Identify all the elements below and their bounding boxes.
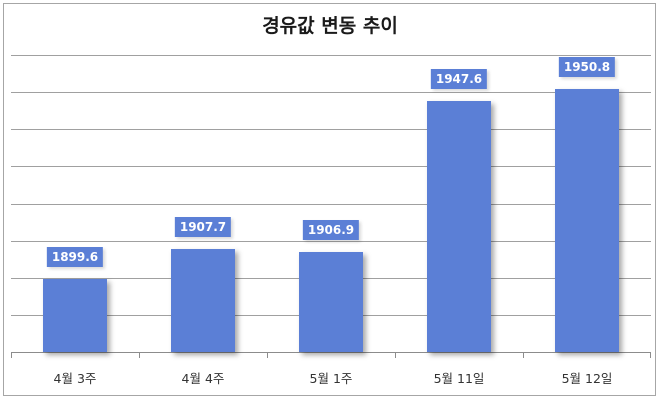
data-label: 1907.7: [174, 217, 232, 238]
data-label: 1950.8: [558, 57, 616, 78]
data-label: 1947.6: [430, 69, 488, 90]
x-axis-tick: [523, 352, 524, 358]
x-axis-tick: [267, 352, 268, 358]
category-label: 5월 11일: [433, 371, 485, 386]
bar: [427, 101, 491, 352]
plot-area: 1899.6 1907.7 1906.9 1947.6 1950.8: [11, 55, 651, 358]
category-label: 4월 4주: [181, 371, 225, 386]
data-label: 1906.9: [302, 220, 360, 241]
category-label: 4월 3주: [53, 371, 97, 386]
data-label: 1899.6: [46, 247, 104, 268]
x-axis-tick: [139, 352, 140, 358]
gridline: [11, 129, 651, 130]
category-label: 5월 12일: [561, 371, 613, 386]
bar: [171, 249, 235, 352]
bar: [43, 279, 107, 352]
gridline: [11, 241, 651, 242]
x-axis-tick: [650, 352, 651, 358]
gridline: [11, 92, 651, 93]
gridline: [11, 204, 651, 205]
gridline: [11, 55, 651, 56]
x-axis-tick: [395, 352, 396, 358]
gridline: [11, 166, 651, 167]
x-axis-tick: [11, 352, 12, 358]
chart-title: 경유값 변동 추이: [262, 15, 398, 37]
category-label: 5월 1주: [309, 371, 353, 386]
bar: [555, 89, 619, 352]
bar: [299, 252, 363, 352]
x-axis: [11, 352, 651, 353]
